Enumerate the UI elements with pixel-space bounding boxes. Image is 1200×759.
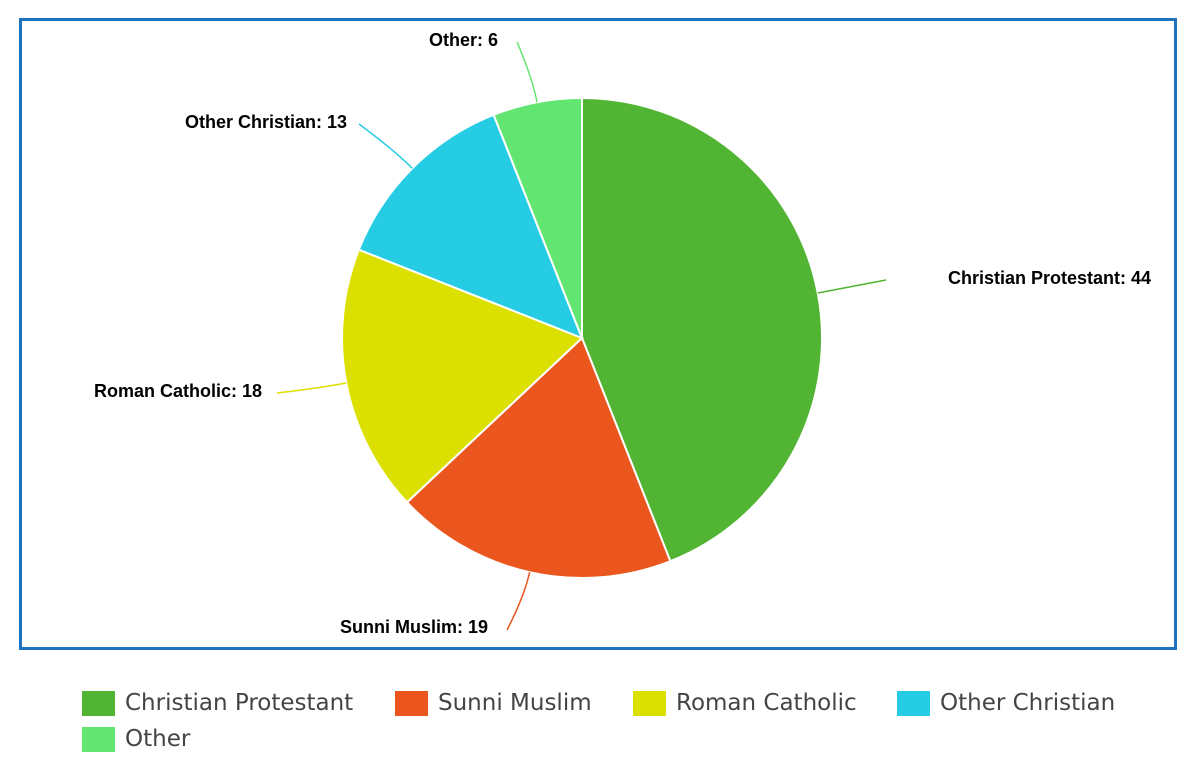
legend-item-other-christian[interactable]: Other Christian bbox=[897, 688, 1115, 718]
legend-item-sunni-muslim[interactable]: Sunni Muslim bbox=[395, 688, 592, 718]
label-connector-sunni-muslim bbox=[506, 572, 531, 631]
data-label-other-christian: Other Christian: 13 bbox=[185, 112, 347, 132]
legend-item-roman-catholic[interactable]: Roman Catholic bbox=[633, 688, 857, 718]
pie-slice-sunni-muslim[interactable] bbox=[405, 336, 672, 579]
label-connector-christian-protestant bbox=[817, 279, 887, 294]
pie-slice-christian-protestant[interactable] bbox=[581, 96, 823, 563]
label-connector-other-christian bbox=[358, 123, 413, 169]
data-label-roman-catholic: Roman Catholic: 18 bbox=[94, 381, 262, 401]
legend-label: Other bbox=[125, 726, 191, 752]
legend-label: Christian Protestant bbox=[125, 690, 354, 716]
data-label-sunni-muslim: Sunni Muslim: 19 bbox=[340, 617, 488, 637]
data-label-christian-protestant: Christian Protestant: 44 bbox=[948, 268, 1151, 288]
pie-slice-other-christian[interactable] bbox=[357, 113, 584, 340]
label-connector-roman-catholic bbox=[276, 382, 347, 394]
legend-swatch bbox=[633, 690, 666, 716]
legend-swatch bbox=[395, 690, 428, 716]
legend-item-other[interactable]: Other bbox=[82, 724, 190, 754]
pie-chart: Christian Protestant: 44 Sunni Muslim: 19… bbox=[94, 30, 1151, 637]
legend-label: Roman Catholic bbox=[676, 690, 857, 716]
legend-label: Sunni Muslim bbox=[438, 690, 592, 716]
data-label-other: Other: 6 bbox=[429, 30, 498, 50]
legend-label: Other Christian bbox=[940, 690, 1116, 716]
legend-swatch bbox=[82, 726, 115, 752]
pie-slice-roman-catholic[interactable] bbox=[341, 248, 584, 504]
label-connector-other bbox=[516, 41, 538, 103]
legend-item-christian-protestant[interactable]: Christian Protestant bbox=[82, 688, 353, 718]
legend-swatch bbox=[897, 690, 930, 716]
pie-slice-other[interactable] bbox=[492, 96, 583, 339]
legend-swatch bbox=[82, 690, 115, 716]
